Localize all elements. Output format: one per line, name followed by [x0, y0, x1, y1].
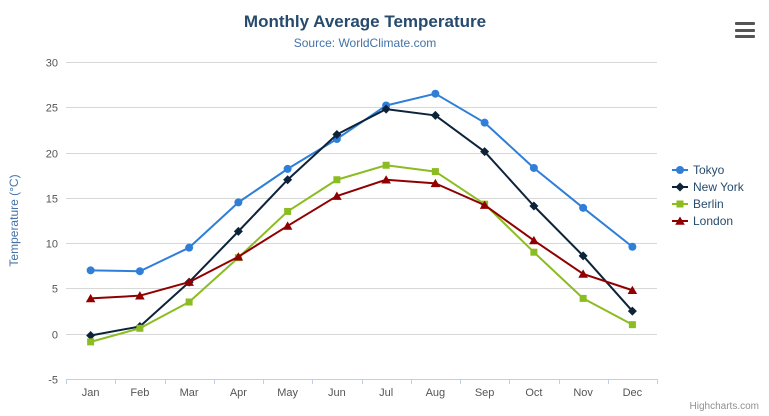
legend-item-berlin[interactable]: Berlin — [672, 196, 744, 211]
data-point-berlin[interactable] — [284, 207, 292, 215]
data-point-tokyo[interactable] — [185, 243, 194, 252]
data-point-london[interactable] — [135, 291, 145, 300]
data-point-new-york[interactable] — [627, 306, 637, 316]
x-axis-tick-label: Jan — [82, 387, 100, 399]
x-axis-tick-label: Sep — [475, 387, 495, 399]
y-axis-tick-label: -5 — [48, 375, 58, 387]
data-point-new-york[interactable] — [529, 201, 539, 211]
data-point-new-york[interactable] — [430, 110, 440, 120]
data-point-berlin[interactable] — [185, 298, 193, 306]
data-point-new-york[interactable] — [332, 129, 342, 139]
data-point-tokyo[interactable] — [283, 164, 292, 173]
data-point-tokyo[interactable] — [579, 203, 588, 212]
x-axis-tick-label: Nov — [573, 387, 593, 399]
series-tokyo — [86, 89, 637, 276]
data-point-berlin[interactable] — [136, 324, 144, 332]
y-axis-tick-label: 15 — [46, 194, 58, 206]
data-point-tokyo[interactable] — [480, 118, 489, 127]
export-menu-button[interactable] — [735, 22, 755, 38]
x-axis-tick-label: Jul — [379, 387, 393, 399]
data-point-tokyo[interactable] — [135, 267, 144, 276]
data-point-tokyo[interactable] — [529, 163, 538, 172]
data-point-new-york[interactable] — [283, 175, 293, 185]
data-point-tokyo[interactable] — [86, 266, 95, 275]
legend-item-new-york[interactable]: New York — [672, 179, 744, 194]
y-axis-tick-label: 10 — [46, 239, 58, 251]
data-point-london[interactable] — [85, 293, 96, 303]
data-point-london[interactable] — [479, 200, 490, 209]
chart-subtitle: Source: WorldClimate.com — [293, 36, 437, 50]
chart-title: Monthly Average Temperature — [243, 12, 487, 31]
legend-label: Tokyo — [693, 162, 725, 177]
data-point-london[interactable] — [332, 191, 342, 200]
data-point-london[interactable] — [184, 277, 194, 286]
legend-item-tokyo[interactable]: Tokyo — [672, 162, 744, 177]
data-point-tokyo[interactable] — [628, 242, 637, 251]
legend-marker-symbol — [676, 200, 684, 207]
legend: Tokyo New York Berlin London — [672, 162, 744, 228]
legend-label: Berlin — [693, 196, 724, 211]
data-point-new-york[interactable] — [233, 226, 243, 236]
data-point-tokyo[interactable] — [431, 89, 440, 98]
credits-link[interactable]: Highcharts.com — [689, 401, 759, 412]
legend-marker-triangle-icon — [672, 216, 688, 225]
y-axis-tick-label: 20 — [46, 149, 58, 161]
data-point-berlin[interactable] — [530, 248, 538, 256]
data-point-berlin[interactable] — [382, 161, 390, 169]
legend-marker-symbol — [675, 216, 685, 225]
y-axis-tick-label: 30 — [46, 58, 58, 70]
x-axis-tick-label: Feb — [130, 387, 149, 399]
legend-marker-diamond-icon — [672, 182, 688, 191]
data-point-london[interactable] — [233, 252, 244, 261]
legend-marker-circle-icon — [672, 165, 688, 174]
legend-marker-square-icon — [672, 200, 688, 207]
data-point-tokyo[interactable] — [234, 198, 243, 207]
y-axis-title: Temperature (°C) — [7, 174, 21, 266]
hamburger-menu-icon — [735, 22, 755, 25]
data-point-new-york[interactable] — [480, 147, 490, 157]
series-line-tokyo — [89, 92, 634, 273]
x-axis-tick-label: Jun — [328, 387, 346, 399]
y-axis-tick-label: 0 — [52, 330, 58, 342]
data-point-london[interactable] — [529, 235, 539, 245]
data-point-new-york[interactable] — [86, 331, 96, 341]
x-axis-tick-label: Apr — [230, 387, 247, 399]
series-line-berlin — [89, 164, 634, 343]
series-london — [85, 175, 638, 303]
legend-label: London — [693, 213, 734, 228]
legend-marker-symbol — [676, 165, 684, 174]
data-point-berlin[interactable] — [628, 321, 636, 329]
data-point-berlin[interactable] — [579, 294, 587, 302]
legend-item-london[interactable]: London — [672, 213, 744, 228]
data-point-london[interactable] — [282, 221, 293, 230]
data-point-new-york[interactable] — [578, 251, 588, 261]
x-axis-tick-label: Aug — [426, 387, 446, 399]
x-axis-tick-label: Oct — [525, 387, 542, 399]
series-new-york — [86, 104, 637, 341]
data-point-berlin[interactable] — [431, 168, 439, 176]
y-axis-tick-label: 25 — [46, 103, 58, 115]
x-axis-tick-label: May — [277, 387, 298, 399]
data-point-london[interactable] — [430, 178, 441, 188]
legend-label: New York — [693, 179, 744, 194]
y-axis-tick-label: 5 — [52, 284, 58, 296]
legend-marker-symbol — [675, 182, 685, 191]
data-point-berlin[interactable] — [87, 338, 95, 346]
x-axis-tick-label: Mar — [180, 387, 199, 399]
data-point-london[interactable] — [578, 269, 588, 278]
series-line-london — [89, 178, 634, 300]
data-point-berlin[interactable] — [333, 176, 341, 184]
x-axis-tick-label: Dec — [623, 387, 643, 399]
data-point-london[interactable] — [627, 285, 638, 295]
data-point-new-york[interactable] — [381, 104, 391, 114]
series-line-new-york — [89, 108, 634, 337]
data-point-london[interactable] — [381, 175, 391, 184]
